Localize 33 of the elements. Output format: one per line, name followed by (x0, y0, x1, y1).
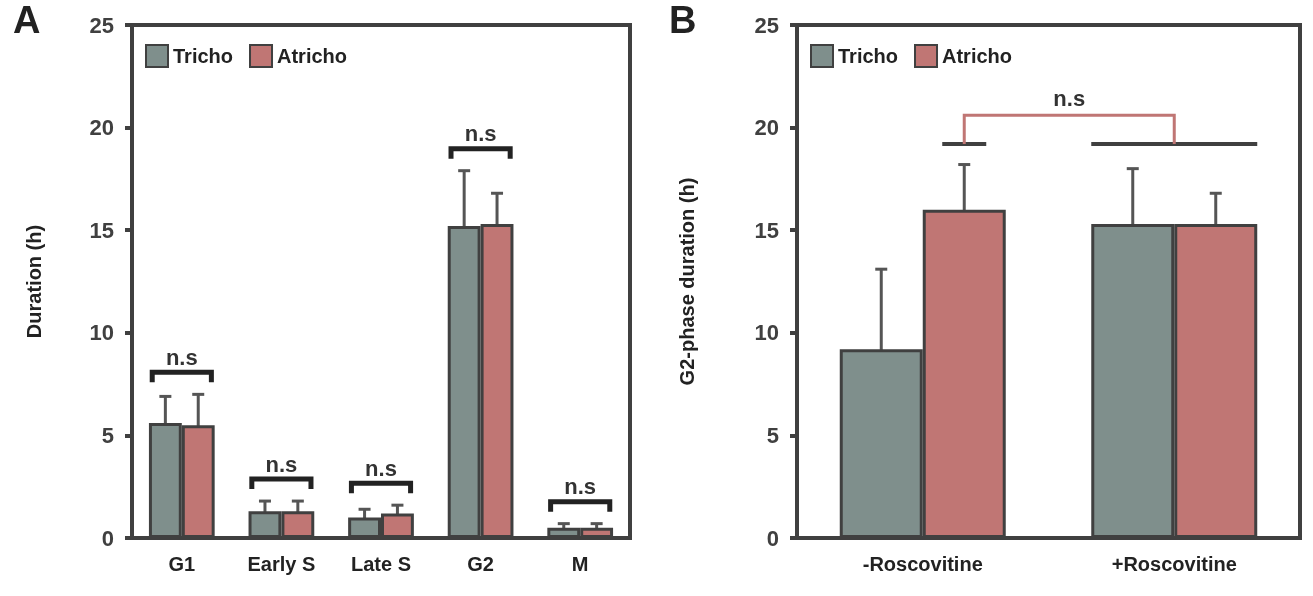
y-tick-label: 15 (89, 217, 114, 243)
y-tick-label: 0 (101, 525, 114, 551)
x-tick-label: G2 (467, 553, 494, 575)
annotation: n.s (165, 344, 198, 370)
annotation: n.s (564, 474, 597, 500)
y-tick-label: 10 (754, 320, 779, 346)
y-tick-label: 5 (101, 422, 114, 448)
y-tick-label: 5 (766, 422, 779, 448)
y-tick-label: 20 (89, 115, 114, 141)
legend-label: Tricho (838, 45, 899, 67)
y-axis-title: Duration (h) (23, 224, 45, 339)
y-tick-label: 10 (89, 320, 114, 346)
x-tick-label: Early S (247, 553, 316, 575)
y-tick-label: 0 (766, 525, 779, 551)
y-axis-title: G2-phase duration (h) (676, 177, 698, 386)
x-tick-label: +Roscovitine (1111, 553, 1237, 575)
chart-title: B (669, 0, 697, 41)
legend-label: Atricho (277, 45, 348, 67)
x-tick-label: Late S (350, 553, 412, 575)
y-tick-label: 20 (754, 115, 779, 141)
y-tick-label: 15 (754, 217, 779, 243)
annotation: n.s (1053, 85, 1086, 111)
legend-label: Tricho (173, 45, 234, 67)
annotation: n.s (365, 455, 397, 481)
x-tick-label: M (571, 553, 589, 575)
chart-title: A (13, 0, 41, 41)
y-tick-label: 25 (754, 12, 779, 38)
y-tick-label: 25 (89, 12, 114, 38)
x-tick-label: -Roscovitine (862, 553, 983, 575)
annotation: n.s (464, 121, 497, 147)
annotation: n.s (265, 451, 298, 477)
x-tick-label: G1 (168, 553, 196, 575)
legend-label: Atricho (942, 45, 1013, 67)
